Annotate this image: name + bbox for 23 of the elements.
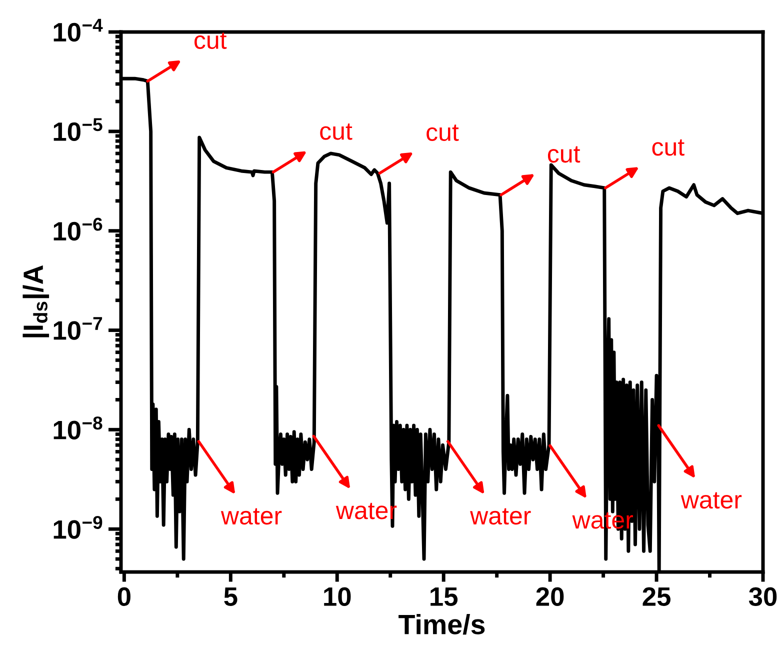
annotation: water <box>680 492 742 509</box>
x-tick-label: 0 <box>118 587 130 606</box>
x-tick-label: 25 <box>642 587 670 606</box>
x-tick-label: 5 <box>224 588 238 606</box>
x-tick-label: 10 <box>324 587 351 606</box>
x-tick-label: 15 <box>430 588 458 606</box>
y-tick-label: 10$^{−7}$ <box>54 317 102 340</box>
annotation: cut <box>320 123 352 140</box>
y-axis-title: |I$_{ds}$|/A <box>22 265 50 338</box>
annotation: water <box>220 508 282 525</box>
annotation: cut <box>652 139 684 156</box>
annotation: cut <box>426 124 459 142</box>
y-tick-label: 10$^{−5}$ <box>54 118 102 142</box>
x-tick-label: 30 <box>748 587 777 606</box>
x-tick-label: 20 <box>536 587 564 606</box>
y-tick-label: 10$^{−8}$ <box>54 416 102 440</box>
annotation: cut <box>548 146 580 163</box>
y-tick-label: 10$^{−4}$ <box>54 18 103 42</box>
annotation: cut <box>194 32 227 50</box>
y-tick-label: 10$^{−6}$ <box>54 218 102 241</box>
y-tick-label: 10$^{−9}$ <box>54 516 102 539</box>
x-axis-title: Time/s <box>398 614 485 635</box>
annotation: water <box>470 508 531 525</box>
